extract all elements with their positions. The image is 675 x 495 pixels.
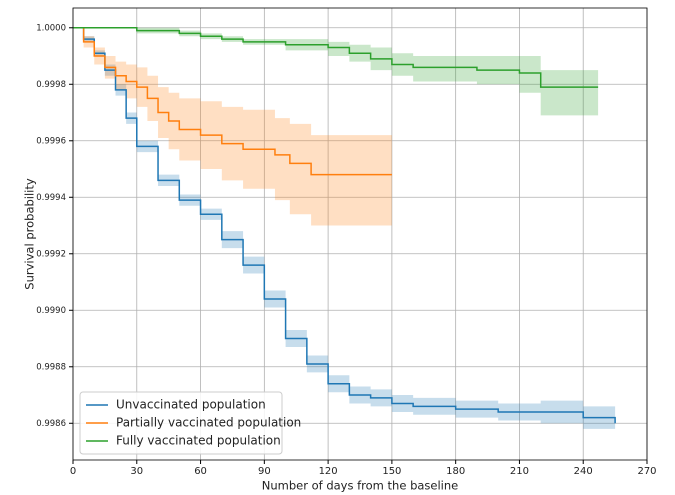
y-tick-label: 1.0000 [36,23,66,33]
legend-label: Partially vaccinated population [116,416,301,430]
x-tick-label: 270 [637,466,656,477]
survival-line [73,27,599,88]
x-tick-label: 120 [319,466,338,477]
legend-box [79,391,283,455]
y-tick-label: 0.9986 [36,419,66,429]
x-tick-label: 180 [446,466,465,477]
x-axis-label: Number of days from the baseline [262,479,459,493]
x-tick-label: 30 [130,466,143,477]
confidence-band [73,27,599,116]
confidence-band [73,27,392,226]
x-tick-label: 90 [258,466,271,477]
survival-line [73,27,616,424]
x-tick-label: 210 [510,466,529,477]
legend-label: Unvaccinated population [116,398,266,412]
y-tick-label: 0.9988 [36,362,66,372]
x-tick-label: 240 [574,466,593,477]
legend-label: Fully vaccinated population [116,434,281,448]
y-tick-label: 0.9994 [36,193,66,203]
y-tick-label: 0.9990 [36,306,66,316]
y-tick-label: 0.9992 [36,249,66,259]
plot-frame [72,7,648,461]
x-tick-label: 150 [382,466,401,477]
survival-line [73,27,392,176]
y-axis-label: Survival probability [23,178,37,290]
y-tick-label: 0.9996 [36,136,66,146]
x-tick-label: 0 [70,466,76,477]
y-tick-label: 0.9998 [36,80,66,90]
x-tick-label: 60 [194,466,207,477]
legend: Unvaccinated population Partially vaccina… [79,391,301,455]
